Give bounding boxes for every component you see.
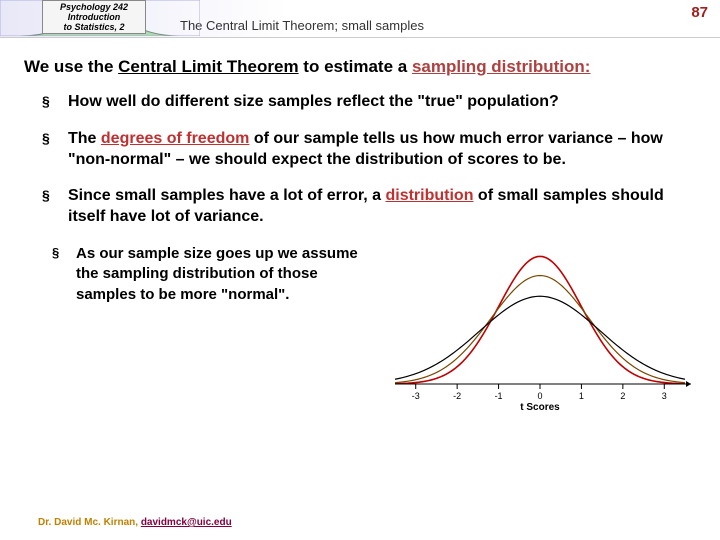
- slide-content: We use the Central Limit Theorem to esti…: [0, 38, 720, 414]
- distribution-word: distribution: [385, 187, 473, 204]
- svg-text:1: 1: [579, 391, 584, 401]
- course-line1: Psychology 242: [60, 2, 128, 12]
- course-line2: Introduction: [68, 12, 121, 22]
- intro-pre: We use the: [24, 57, 118, 76]
- intro-mid: to estimate a: [299, 57, 412, 76]
- t-distribution-chart: -3 -2 -1 0 1 2 3 t Scores: [374, 244, 696, 414]
- lower-bullet-list: As our sample size goes up we assume the…: [24, 244, 364, 305]
- svg-text:t Scores: t Scores: [520, 402, 560, 413]
- footer-email[interactable]: davidmck@uic.edu: [141, 517, 232, 528]
- slide-title: The Central Limit Theorem; small samples: [180, 18, 424, 33]
- intro-sampling: sampling distribution:: [412, 57, 591, 76]
- bullet-list: How well do different size samples refle…: [24, 92, 696, 228]
- intro-sentence: We use the Central Limit Theorem to esti…: [24, 56, 696, 78]
- svg-text:-1: -1: [495, 391, 503, 401]
- footer: Dr. David Mc. Kirnan, davidmck@uic.edu: [38, 517, 232, 528]
- bullet-4: As our sample size goes up we assume the…: [24, 244, 364, 305]
- bullet-1: How well do different size samples refle…: [24, 92, 696, 113]
- course-box: Psychology 242 Introduction to Statistic…: [42, 0, 146, 34]
- chart-svg: -3 -2 -1 0 1 2 3 t Scores: [374, 244, 696, 414]
- svg-text:2: 2: [620, 391, 625, 401]
- svg-text:-2: -2: [453, 391, 461, 401]
- footer-author: Dr. David Mc. Kirnan,: [38, 517, 141, 528]
- degrees-of-freedom: degrees of freedom: [101, 130, 249, 147]
- course-line3: to Statistics, 2: [63, 22, 124, 32]
- bullet-2: The degrees of freedom of our sample tel…: [24, 129, 696, 171]
- slide-header: Psychology 242 Introduction to Statistic…: [0, 0, 720, 38]
- svg-text:-3: -3: [412, 391, 420, 401]
- lower-row: As our sample size goes up we assume the…: [24, 244, 696, 414]
- page-number: 87: [691, 4, 708, 21]
- intro-clt: Central Limit Theorem: [118, 57, 298, 76]
- svg-text:0: 0: [537, 391, 542, 401]
- bullet-3: Since small samples have a lot of error,…: [24, 186, 696, 228]
- svg-text:3: 3: [662, 391, 667, 401]
